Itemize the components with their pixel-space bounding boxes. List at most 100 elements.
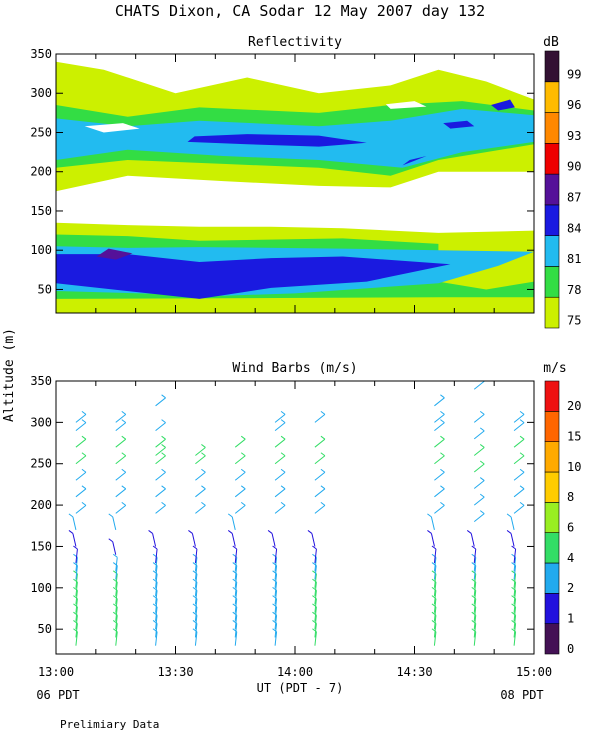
x-tick-label: 14:00 [277, 665, 313, 679]
y-tick-label: 300 [30, 415, 52, 429]
wind-barb [434, 452, 445, 465]
contour-gap [84, 123, 140, 133]
wind-barb [234, 501, 246, 514]
wind-barb [513, 485, 525, 498]
wind-barb [513, 435, 525, 448]
wind-barb [234, 468, 246, 481]
y-tick-label: 250 [30, 125, 52, 139]
wind-barb [506, 513, 515, 531]
contour-84-upper [187, 134, 367, 147]
wind-title: Wind Barbs (m/s) [232, 361, 357, 376]
wind-barb [314, 468, 326, 481]
colorbar-swatch [544, 266, 560, 298]
wind-barb [155, 452, 166, 465]
colorbar-label: 20 [567, 399, 581, 413]
wind-barb [234, 435, 246, 448]
wind-barb [434, 394, 445, 407]
colorbar-swatch [544, 411, 560, 442]
wind-barb [155, 468, 166, 481]
x-tick-label: 13:00 [38, 665, 74, 679]
wind-barb [434, 435, 445, 448]
wind-barb [112, 553, 118, 572]
wind-barb [513, 468, 525, 481]
wind-barb [75, 485, 87, 498]
colorbar-swatch [544, 471, 560, 503]
wind-barb [314, 435, 326, 448]
wind-barb [115, 452, 127, 465]
x-tick-label: 14:30 [396, 665, 432, 679]
wind-barb [511, 545, 517, 564]
colorbar-label: 84 [567, 221, 581, 235]
wind-barb [195, 501, 206, 514]
colorbar-swatch [544, 81, 560, 113]
wind-barb [75, 419, 87, 432]
wind-barb [272, 545, 278, 564]
wind-barb [274, 468, 286, 481]
wind-barb [314, 410, 326, 423]
wind-barb [115, 419, 127, 432]
x-tick-label: 15:00 [516, 665, 552, 679]
wind-barb [466, 530, 475, 547]
wind-barb [75, 435, 87, 448]
wind-barb [155, 394, 166, 407]
wind-barb [155, 419, 166, 432]
wind-barb [115, 501, 127, 514]
reflectivity-colorbar: 75 78 81 84 87 90 93 96 99 [544, 50, 581, 329]
colorbar-label: 10 [567, 460, 581, 474]
contour-gap-b [385, 101, 427, 109]
reflectivity-colorbar-unit: dB [543, 35, 559, 50]
wind-barb [68, 513, 77, 531]
y-tick-label: 50 [38, 622, 52, 636]
colorbar-swatch [544, 143, 560, 175]
wind-barb [513, 410, 525, 423]
wind-barb [473, 381, 485, 390]
wind-barb [473, 493, 485, 506]
colorbar-label: 0 [567, 642, 574, 656]
wind-y-axis: 50 100 150 200 250 300 350 [30, 374, 534, 636]
y-axis-label: Altitude (m) [2, 328, 17, 422]
wind-barb [314, 501, 326, 514]
wind-barb [227, 513, 236, 531]
colorbar-swatch [544, 623, 560, 655]
y-tick-label: 200 [30, 498, 52, 512]
footer-note: Prelimiary Data [60, 718, 159, 731]
colorbar-swatch [544, 50, 560, 83]
colorbar-swatch [544, 502, 560, 533]
wind-barb [274, 435, 286, 448]
wind-barb [188, 530, 196, 547]
wind-barb [234, 485, 246, 498]
wind-barb [274, 452, 286, 465]
colorbar-swatch [544, 532, 560, 564]
y-tick-label: 150 [30, 539, 52, 553]
wind-barb [274, 485, 286, 498]
x-tick-label: 13:30 [157, 665, 193, 679]
colorbar-label: 93 [567, 129, 581, 143]
contour-84-patch [402, 156, 427, 166]
wind-barb [267, 530, 276, 547]
wind-barbs [68, 381, 525, 646]
wind-barb [314, 485, 326, 498]
wind-barb [75, 410, 87, 423]
wind-barb [274, 419, 286, 432]
y-tick-label: 100 [30, 581, 52, 595]
wind-barb [473, 477, 485, 489]
contour-84-patch-b [443, 120, 475, 129]
wind-barb [434, 501, 445, 514]
wind-colorbar: 0 1 2 4 6 8 10 15 20 [544, 380, 581, 656]
reflectivity-contours [56, 61, 534, 313]
figure-title: CHATS Dixon, CA Sodar 12 May 2007 day 13… [115, 2, 485, 20]
colorbar-label: 99 [567, 67, 581, 81]
wind-barb [115, 485, 127, 498]
wind-barb [75, 501, 87, 514]
colorbar-label: 75 [567, 314, 581, 328]
wind-barb [155, 444, 166, 456]
colorbar-label: 96 [567, 98, 581, 112]
wind-barb [471, 545, 477, 564]
colorbar-label: 8 [567, 490, 574, 504]
colorbar-label: 6 [567, 521, 574, 535]
wind-barb [68, 530, 77, 547]
reflectivity-title: Reflectivity [248, 35, 342, 50]
colorbar-label: 81 [567, 252, 581, 266]
